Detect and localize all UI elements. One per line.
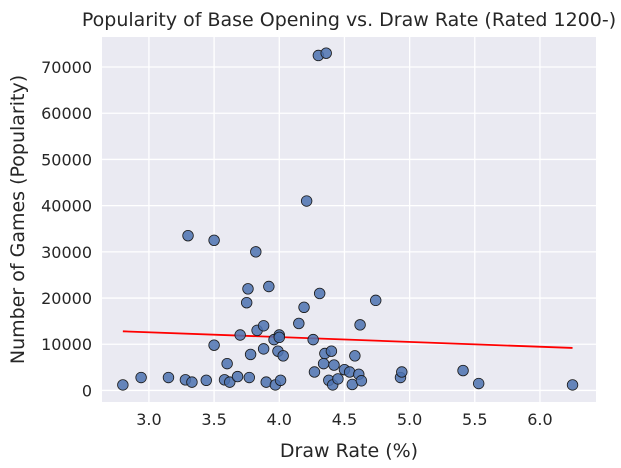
y-tick-label: 10000 [41,335,92,354]
y-axis-label: Number of Games (Popularity) [7,75,29,364]
data-point [355,375,368,387]
data-point [354,319,366,331]
data-point [457,364,469,377]
chart-title: Popularity of Base Opening vs. Draw Rate… [82,9,616,31]
data-point [349,350,361,362]
data-point [250,246,262,258]
data-point [135,371,147,384]
y-tick-label: 70000 [41,58,92,77]
data-point [263,280,275,293]
data-point [320,47,332,59]
y-tick-label: 40000 [41,197,92,216]
grid-lines [102,37,596,402]
data-point [243,371,255,384]
data-point [231,370,244,383]
data-point [313,287,326,300]
data-point [244,348,257,361]
data-point [224,376,236,388]
data-point [257,320,270,332]
x-axis-label: Draw Rate (%) [280,440,418,462]
data-point [208,339,220,351]
data-point [308,366,321,378]
y-tick-label: 30000 [41,243,92,262]
x-tick-label: 4.5 [332,410,357,429]
x-axis-ticks: 3.0 3.5 4.0 4.5 5.0 5.5 6.0 [136,410,552,429]
y-tick-label: 20000 [41,289,92,308]
y-tick-label: 0 [82,381,92,400]
y-tick-label: 60000 [41,104,92,123]
data-point [300,195,313,207]
data-point [234,329,246,341]
x-tick-label: 3.5 [201,410,226,429]
data-point [221,357,233,370]
plot-area [102,37,596,402]
data-point [566,379,579,391]
data-point [325,345,338,357]
data-point [117,379,129,391]
x-tick-label: 5.0 [397,410,422,429]
y-tick-label: 50000 [41,150,92,169]
data-point [240,296,253,309]
x-tick-label: 3.0 [136,410,161,429]
data-point [186,376,198,388]
x-tick-label: 6.0 [527,410,552,429]
x-tick-label: 5.5 [462,410,487,429]
data-point [242,283,254,295]
data-points [117,47,579,391]
x-tick-label: 4.0 [267,410,292,429]
data-point [472,377,485,390]
data-point [293,317,305,330]
data-point [273,331,285,344]
data-point [332,373,344,385]
data-point [307,333,319,346]
data-point [277,350,289,362]
data-point [200,374,212,386]
data-point [208,234,220,246]
data-point [162,371,175,384]
data-point [370,294,382,307]
data-point [257,343,270,355]
data-point [182,229,194,242]
trend-line [122,330,573,349]
data-point [328,359,340,371]
data-point [396,366,408,378]
y-axis-ticks: 0 10000 20000 30000 40000 50000 60000 70000 [41,58,92,400]
data-point [298,301,310,313]
data-point [274,374,287,386]
trend-line-group [122,330,573,349]
data-point [317,357,330,370]
